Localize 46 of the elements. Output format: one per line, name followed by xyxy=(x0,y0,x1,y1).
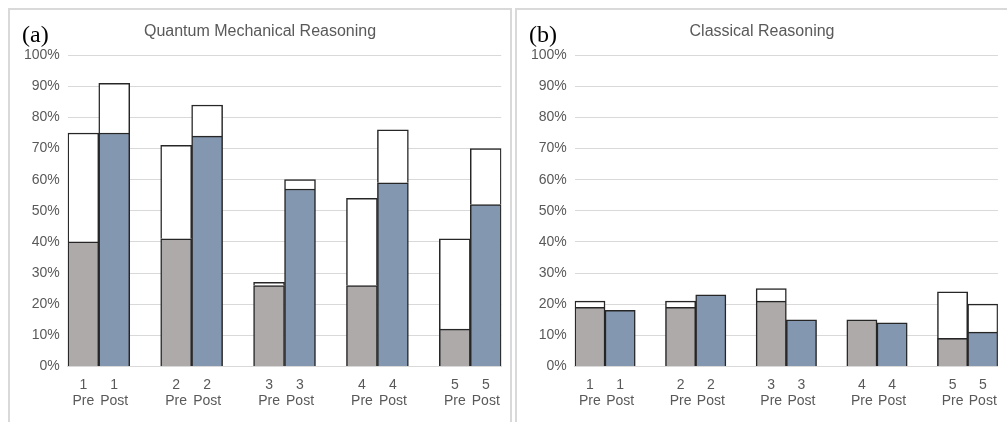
x-tick-label: 5 Pre xyxy=(941,375,964,409)
y-tick-label: 50% xyxy=(538,201,567,218)
x-tick-label: 1 Pre xyxy=(72,375,95,409)
x-tick-label: 4 Pre xyxy=(351,375,374,409)
x-tick-label: 2 Pre xyxy=(165,375,188,409)
x-tick-label: 4 Post xyxy=(878,375,907,409)
x-tick-label: 3 Pre xyxy=(760,375,783,409)
chart-title: Classical Reasoning xyxy=(689,22,835,40)
x-tick-label: 5 Pre xyxy=(443,375,466,409)
y-tick-label: 30% xyxy=(538,263,567,280)
y-tick-label: 70% xyxy=(31,139,60,156)
x-tick-label: 3 Pre xyxy=(258,375,281,409)
x-tick-label: 3 Post xyxy=(787,375,816,409)
text: (b) xyxy=(529,21,557,48)
x-tick-label: 2 Post xyxy=(696,375,725,409)
x-tick-label: 5 Post xyxy=(471,375,500,409)
y-tick-label: 80% xyxy=(538,108,567,125)
y-tick-label: 70% xyxy=(538,139,567,156)
x-tick-label: 2 Pre xyxy=(669,375,692,409)
y-tick-label: 100% xyxy=(23,46,60,63)
y-tick-label: 60% xyxy=(538,170,567,187)
chart-title: Quantum Mechanical Reasoning xyxy=(143,22,377,40)
y-tick-label: 60% xyxy=(31,170,60,187)
x-tick-label: 4 Pre xyxy=(851,375,873,409)
y-tick-label: 10% xyxy=(31,326,60,343)
y-tick-label: 90% xyxy=(538,77,567,94)
x-tick-label: 1 Pre xyxy=(579,375,602,409)
y-tick-label: 30% xyxy=(31,263,60,280)
y-tick-label: 20% xyxy=(31,295,60,312)
x-tick-label: 5 Post xyxy=(968,375,997,409)
x-tick-label: 1 Post xyxy=(606,375,635,409)
x-tick-label: 3 Post xyxy=(286,375,315,409)
y-tick-label: 10% xyxy=(538,326,567,343)
x-tick-label: 2 Post xyxy=(193,375,222,409)
y-tick-label: 0% xyxy=(39,357,60,374)
y-tick-label: 100% xyxy=(530,46,567,63)
y-tick-label: 50% xyxy=(31,201,60,218)
y-tick-label: 40% xyxy=(31,232,60,249)
y-tick-label: 90% xyxy=(31,77,60,94)
x-tick-label: 1 Post xyxy=(100,375,129,409)
y-tick-label: 40% xyxy=(538,232,567,249)
text: (a) xyxy=(22,21,49,48)
y-tick-label: 80% xyxy=(31,108,60,125)
y-tick-label: 0% xyxy=(546,357,567,374)
y-tick-label: 20% xyxy=(538,295,567,312)
x-tick-label: 4 Post xyxy=(378,375,408,409)
